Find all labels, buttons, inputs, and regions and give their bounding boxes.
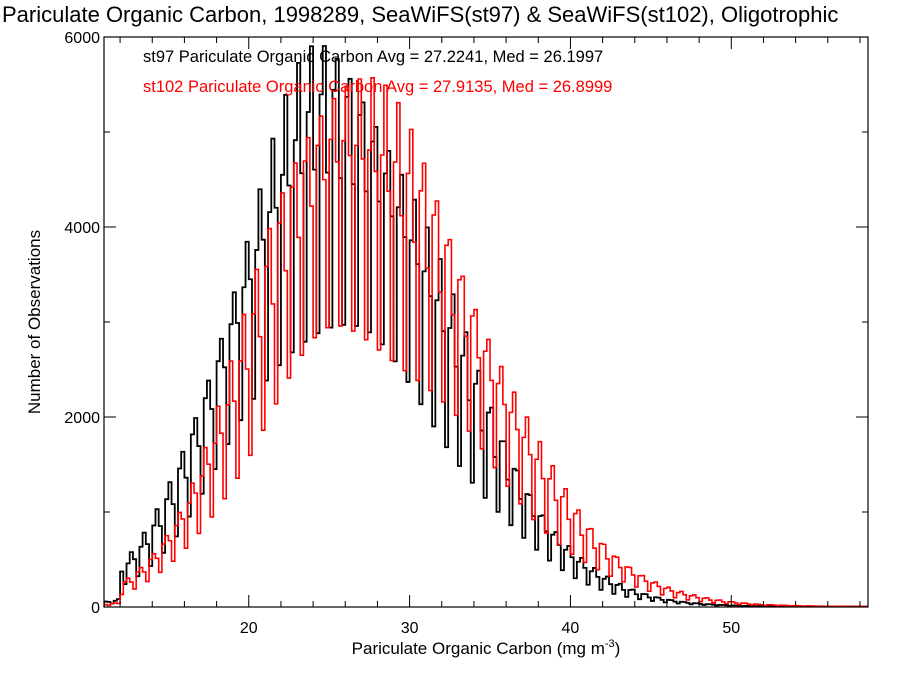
x-tick-label: 20	[240, 620, 258, 637]
legend-st102: st102 Pariculate Organic Carbon Avg = 27…	[143, 78, 612, 96]
x-tick-label: 50	[722, 620, 740, 637]
x-tick-label: 30	[401, 620, 419, 637]
x-axis-label: Pariculate Organic Carbon (mg m-3)	[352, 638, 621, 658]
chart-title: Pariculate Organic Carbon, 1998289, SeaW…	[2, 2, 838, 27]
legend-st97: st97 Pariculate Organic Carbon Avg = 27.…	[143, 48, 603, 66]
y-tick-label: 4000	[64, 220, 100, 237]
y-tick-label: 0	[91, 600, 100, 617]
y-axis-label: Number of Observations	[25, 230, 44, 414]
x-tick-label: 40	[562, 620, 580, 637]
y-tick-label: 2000	[64, 410, 100, 427]
series-st97-histogram	[104, 45, 868, 607]
y-tick-label: 6000	[64, 30, 100, 47]
plot-frame	[103, 36, 869, 608]
series-st102-histogram	[104, 77, 868, 607]
